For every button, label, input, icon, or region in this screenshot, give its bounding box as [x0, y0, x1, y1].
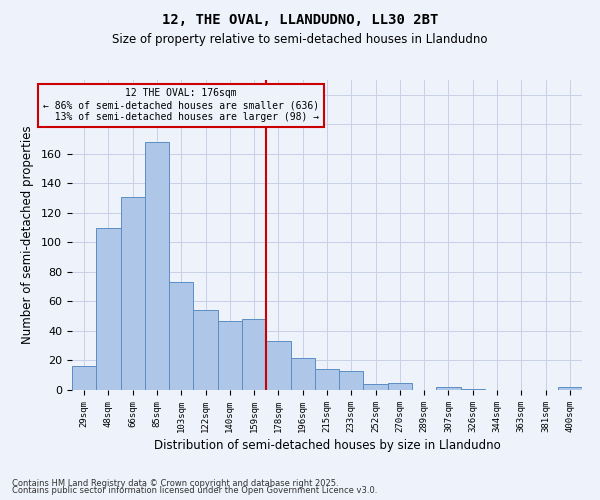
- Bar: [461, 388, 485, 390]
- Bar: [558, 387, 582, 390]
- Bar: [145, 142, 169, 390]
- Bar: [72, 366, 96, 390]
- Bar: [169, 282, 193, 390]
- Text: Contains HM Land Registry data © Crown copyright and database right 2025.: Contains HM Land Registry data © Crown c…: [12, 478, 338, 488]
- Bar: [436, 387, 461, 390]
- Text: 12, THE OVAL, LLANDUDNO, LL30 2BT: 12, THE OVAL, LLANDUDNO, LL30 2BT: [162, 12, 438, 26]
- Bar: [96, 228, 121, 390]
- Bar: [364, 384, 388, 390]
- Bar: [339, 371, 364, 390]
- Bar: [290, 358, 315, 390]
- Bar: [193, 310, 218, 390]
- Text: Contains public sector information licensed under the Open Government Licence v3: Contains public sector information licen…: [12, 486, 377, 495]
- Bar: [242, 319, 266, 390]
- Bar: [388, 382, 412, 390]
- Bar: [266, 342, 290, 390]
- Bar: [218, 320, 242, 390]
- Bar: [315, 370, 339, 390]
- Text: Size of property relative to semi-detached houses in Llandudno: Size of property relative to semi-detach…: [112, 32, 488, 46]
- Text: 12 THE OVAL: 176sqm
← 86% of semi-detached houses are smaller (636)
  13% of sem: 12 THE OVAL: 176sqm ← 86% of semi-detach…: [43, 88, 319, 122]
- X-axis label: Distribution of semi-detached houses by size in Llandudno: Distribution of semi-detached houses by …: [154, 439, 500, 452]
- Y-axis label: Number of semi-detached properties: Number of semi-detached properties: [21, 126, 34, 344]
- Bar: [121, 196, 145, 390]
